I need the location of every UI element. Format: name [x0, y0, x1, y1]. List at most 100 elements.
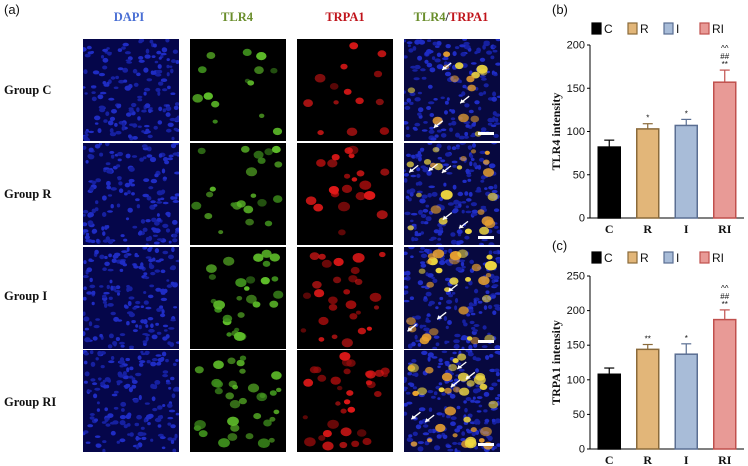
nucleus-dot	[472, 329, 478, 333]
nucleus-dot	[446, 172, 453, 175]
nucleus-dot	[449, 127, 453, 132]
micrograph-texture	[300, 251, 386, 348]
nucleus-dot	[165, 228, 171, 233]
nucleus-dot	[148, 247, 153, 250]
cell-signal	[246, 294, 257, 304]
nucleus-dot	[83, 229, 89, 233]
nucleus-dot	[481, 77, 487, 81]
nucleus-dot	[457, 201, 463, 204]
cell-signal	[427, 438, 433, 443]
cell-signal	[245, 167, 258, 177]
cell-signal	[341, 338, 353, 348]
cell-signal	[230, 202, 236, 207]
nucleus-dot	[429, 126, 434, 130]
cell-signal	[243, 205, 254, 214]
nucleus-dot	[488, 250, 493, 255]
nucleus-dot	[465, 350, 471, 353]
nucleus-dot	[113, 86, 119, 90]
legend-label-r: R	[640, 251, 649, 265]
nucleus-dot	[136, 72, 141, 77]
nucleus-dot	[492, 91, 497, 97]
nucleus-dot	[172, 233, 178, 238]
nucleus-dot	[103, 385, 108, 389]
cell-signal	[261, 249, 272, 258]
nucleus-dot	[477, 389, 481, 393]
nucleus-dot	[160, 297, 168, 302]
cell-signal	[344, 173, 351, 179]
nucleus-dot	[157, 120, 163, 125]
nucleus-dot	[420, 220, 425, 225]
cell-signal	[443, 51, 451, 57]
cell-signal	[418, 268, 426, 274]
nucleus-dot	[165, 106, 172, 112]
legend-label-c: C	[604, 251, 613, 265]
nucleus-dot	[449, 109, 453, 112]
nucleus-dot	[462, 84, 467, 89]
nucleus-dot	[108, 296, 113, 300]
nucleus-dot	[416, 190, 423, 194]
nucleus-dot	[134, 422, 140, 427]
nucleus-dot	[494, 350, 500, 354]
cell-signal	[237, 312, 245, 318]
cell-signal	[478, 438, 485, 443]
nucleus-dot	[487, 435, 493, 441]
nucleus-dot	[97, 128, 102, 134]
cell-signal	[253, 253, 264, 262]
cell-signal	[366, 326, 372, 331]
cell-signal	[211, 378, 222, 388]
nucleus-dot	[102, 440, 107, 444]
nucleus-dot	[455, 362, 462, 366]
arrowhead-icon	[448, 287, 454, 292]
nucleus-dot	[96, 408, 100, 412]
significance-marker: **	[722, 60, 728, 69]
nucleus-dot	[453, 344, 460, 349]
nucleus-dot	[405, 270, 411, 276]
cell-signal	[256, 392, 268, 402]
cell-signal	[232, 384, 238, 390]
nucleus-dot	[128, 296, 135, 300]
nucleus-dot	[141, 109, 147, 113]
nucleus-dot	[127, 190, 131, 195]
nucleus-dot	[453, 199, 460, 205]
row-label-group-r: Group R	[4, 187, 52, 201]
nucleus-dot	[154, 241, 160, 245]
nucleus-dot	[425, 204, 430, 208]
trpa1-chart-group: 0 50 100 150 200 250 TRPA1 intensity C ** R * I ^^##…	[549, 251, 744, 466]
cell-signal	[438, 217, 448, 225]
nucleus-dot	[102, 267, 107, 271]
nucleus-dot	[162, 223, 169, 228]
nucleus-dot	[163, 176, 167, 180]
row-label-group-ri: Group RI	[4, 395, 57, 409]
nucleus-dot	[156, 50, 162, 55]
nucleus-dot	[487, 117, 494, 123]
micrograph-texture	[83, 39, 179, 141]
nucleus-dot	[100, 55, 105, 59]
nucleus-dot	[445, 152, 451, 157]
nucleus-dot	[102, 81, 107, 85]
nucleus-dot	[476, 47, 481, 53]
scale-bar	[478, 132, 494, 135]
nucleus-dot	[95, 443, 102, 448]
nucleus-dot	[494, 292, 500, 295]
nucleus-dot	[414, 39, 421, 45]
nucleus-dot	[468, 280, 473, 286]
nucleus-dot	[470, 154, 474, 159]
nucleus-dot	[493, 225, 499, 229]
cell-signal	[340, 408, 347, 414]
nucleus-dot	[172, 362, 177, 367]
nucleus-dot	[83, 209, 89, 214]
nucleus-dot	[418, 107, 424, 113]
nucleus-dot	[414, 233, 421, 237]
nucleus-dot	[129, 345, 134, 349]
micrograph-trpa1-group-i	[297, 247, 393, 349]
cell-signal	[482, 295, 492, 303]
nucleus-dot	[483, 409, 488, 413]
nucleus-dot	[477, 164, 482, 170]
nucleus-dot	[461, 431, 466, 436]
nucleus-dot	[433, 98, 438, 101]
nucleus-dot	[83, 86, 86, 89]
nucleus-dot	[404, 411, 408, 416]
nucleus-dot	[86, 291, 93, 295]
nucleus-dot	[104, 407, 108, 412]
nucleus-dot	[140, 219, 146, 224]
